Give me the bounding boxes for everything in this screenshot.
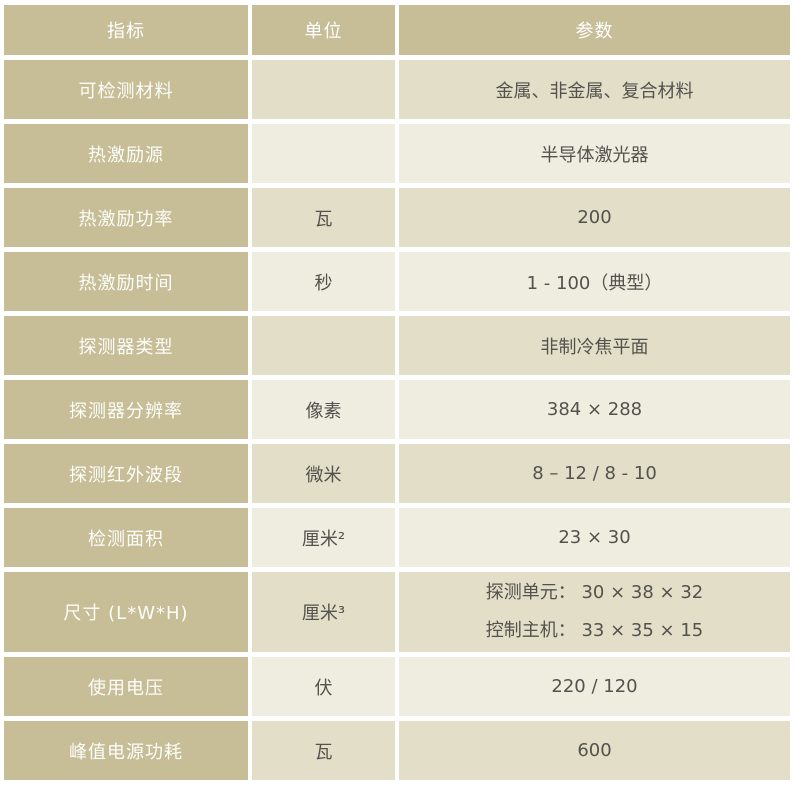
cell-value: 非制冷焦平面 <box>399 316 790 375</box>
cell-unit: 瓦 <box>252 721 395 780</box>
cell-indicator: 热激励时间 <box>4 252 248 311</box>
cell-unit: 厘米³ <box>252 572 395 652</box>
cell-unit <box>252 316 395 375</box>
cell-unit: 伏 <box>252 657 395 716</box>
header-unit: 单位 <box>252 5 395 55</box>
cell-unit: 厘米² <box>252 508 395 567</box>
cell-value: 23 × 30 <box>399 508 790 567</box>
cell-unit: 瓦 <box>252 188 395 247</box>
cell-unit: 像素 <box>252 380 395 439</box>
cell-indicator: 探测器类型 <box>4 316 248 375</box>
cell-indicator: 探测器分辨率 <box>4 380 248 439</box>
table-row-detector-type: 探测器类型 非制冷焦平面 <box>4 316 790 375</box>
cell-indicator: 热激励功率 <box>4 188 248 247</box>
table-row-operating-voltage: 使用电压 伏 220 / 120 <box>4 657 790 716</box>
table-row-dimensions: 尺寸 (L*W*H) 厘米³ 探测单元： 30 × 38 × 32 控制主机： … <box>4 572 790 652</box>
cell-value: 8 – 12 / 8 - 10 <box>399 444 790 503</box>
table-row-detection-area: 检测面积 厘米² 23 × 30 <box>4 508 790 567</box>
cell-indicator: 峰值电源功耗 <box>4 721 248 780</box>
cell-indicator: 检测面积 <box>4 508 248 567</box>
cell-value: 探测单元： 30 × 38 × 32 控制主机： 33 × 35 × 15 <box>399 572 790 652</box>
value-line-detection-unit: 探测单元： 30 × 38 × 32 <box>485 582 704 603</box>
cell-unit: 秒 <box>252 252 395 311</box>
cell-unit <box>252 124 395 183</box>
cell-indicator: 尺寸 (L*W*H) <box>4 572 248 652</box>
cell-value: 220 / 120 <box>399 657 790 716</box>
cell-value: 200 <box>399 188 790 247</box>
cell-unit: 微米 <box>252 444 395 503</box>
table-header-row: 指标 单位 参数 <box>4 5 790 55</box>
cell-value: 384 × 288 <box>399 380 790 439</box>
cell-indicator: 使用电压 <box>4 657 248 716</box>
cell-value: 1 - 100（典型） <box>399 252 790 311</box>
cell-unit <box>252 60 395 119</box>
cell-indicator: 可检测材料 <box>4 60 248 119</box>
table-row-thermal-excitation-source: 热激励源 半导体激光器 <box>4 124 790 183</box>
table-row-detector-resolution: 探测器分辨率 像素 384 × 288 <box>4 380 790 439</box>
header-indicator: 指标 <box>4 5 248 55</box>
table-row-infrared-band: 探测红外波段 微米 8 – 12 / 8 - 10 <box>4 444 790 503</box>
cell-value: 600 <box>399 721 790 780</box>
table-row-thermal-excitation-power: 热激励功率 瓦 200 <box>4 188 790 247</box>
header-parameter: 参数 <box>399 5 790 55</box>
table-row-thermal-excitation-time: 热激励时间 秒 1 - 100（典型） <box>4 252 790 311</box>
cell-value: 半导体激光器 <box>399 124 790 183</box>
value-line-control-host: 控制主机： 33 × 35 × 15 <box>485 620 704 641</box>
table-row-peak-power-consumption: 峰值电源功耗 瓦 600 <box>4 721 790 780</box>
table-row-detectable-materials: 可检测材料 金属、非金属、复合材料 <box>4 60 790 119</box>
cell-indicator: 热激励源 <box>4 124 248 183</box>
cell-value: 金属、非金属、复合材料 <box>399 60 790 119</box>
cell-indicator: 探测红外波段 <box>4 444 248 503</box>
